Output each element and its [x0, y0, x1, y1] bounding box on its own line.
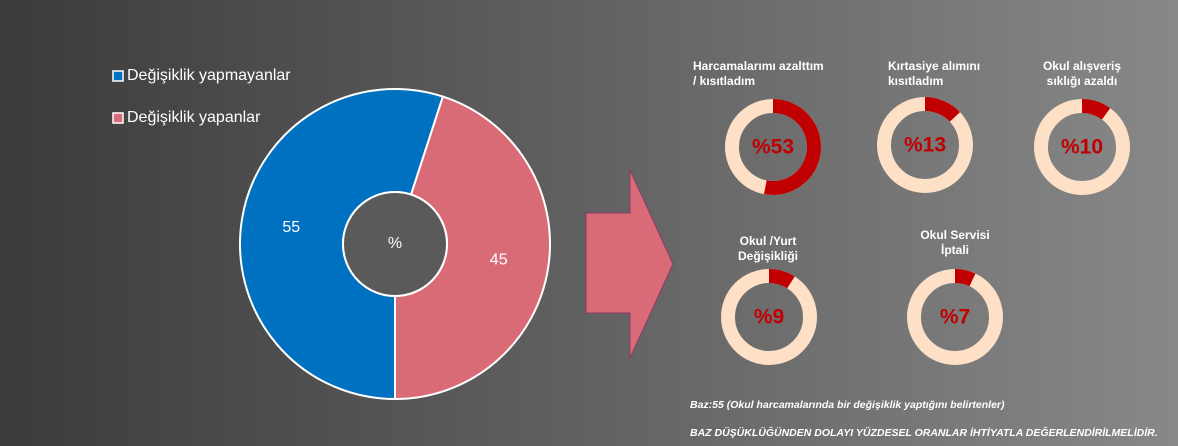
- gauge-arc: [764, 99, 821, 195]
- legend-marker: [112, 70, 124, 82]
- gauge-title: Okul Servisi: [920, 228, 989, 242]
- gauge-title: Okul alışveriş: [1043, 59, 1121, 73]
- gauge-arc: [925, 97, 960, 122]
- arrow: [585, 169, 674, 359]
- data-label: 55: [282, 219, 300, 236]
- footnote: Baz:55 (Okul harcamalarında bir değişikl…: [690, 399, 1005, 411]
- gauge-title: Okul /Yurt: [740, 234, 797, 248]
- data-label: %13: [904, 134, 946, 157]
- data-label: %53: [752, 136, 794, 159]
- donut-hole: [342, 191, 448, 297]
- gauge-arc: [955, 269, 976, 287]
- data-label: %9: [754, 306, 784, 329]
- data-label: %7: [940, 306, 970, 329]
- legend-label: Değişiklik yapmayanlar: [127, 67, 291, 84]
- gauge-title: kısıtladım: [888, 74, 943, 88]
- gauge-title: / kısıtladım: [693, 74, 755, 88]
- gauge-title: Kırtasiye alımını: [888, 59, 980, 73]
- data-label: 45: [490, 252, 508, 269]
- gauge-title: İptali: [941, 242, 969, 257]
- footnote: BAZ DÜŞÜKLÜĞÜNDEN DOLAYI YÜZDESEL ORANLA…: [690, 426, 1158, 439]
- gauge-title: sıklığı azaldı: [1047, 74, 1118, 88]
- gauge-title: Değişikliği: [738, 249, 798, 263]
- gauge-arc: [769, 269, 795, 289]
- gauge-arc: [1082, 99, 1111, 120]
- gauge-title: Harcamalarımı azalttım: [693, 59, 824, 73]
- legend-label: Değişiklik yapanlar: [127, 109, 261, 126]
- center-label: %: [388, 235, 402, 252]
- data-label: %10: [1061, 136, 1103, 159]
- legend-marker: [112, 112, 124, 124]
